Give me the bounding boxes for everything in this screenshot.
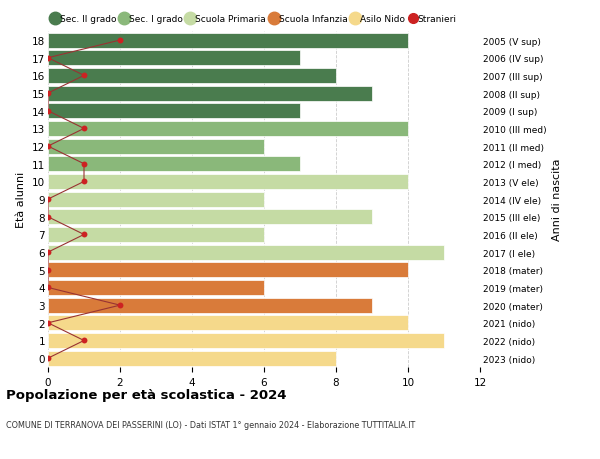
Y-axis label: Età alunni: Età alunni: [16, 172, 26, 228]
Y-axis label: Anni di nascita: Anni di nascita: [552, 158, 562, 241]
Bar: [48, 280, 264, 295]
Bar: [48, 157, 300, 172]
Bar: [48, 192, 264, 207]
Bar: [48, 122, 408, 137]
Point: [79, 231, 89, 239]
Bar: [48, 139, 264, 154]
Point: [43, 355, 53, 362]
Bar: [48, 316, 408, 330]
Point: [43, 249, 53, 256]
Point: [79, 125, 89, 133]
Bar: [48, 51, 300, 66]
Point: [115, 37, 125, 45]
Point: [43, 196, 53, 203]
Text: Popolazione per età scolastica - 2024: Popolazione per età scolastica - 2024: [6, 388, 287, 401]
Bar: [48, 228, 264, 242]
Point: [79, 179, 89, 186]
Bar: [48, 333, 444, 348]
Point: [43, 90, 53, 97]
Point: [43, 267, 53, 274]
Point: [43, 284, 53, 291]
Bar: [48, 210, 372, 225]
Bar: [48, 104, 300, 119]
Point: [43, 319, 53, 327]
Bar: [48, 174, 408, 190]
Point: [79, 337, 89, 344]
Point: [43, 55, 53, 62]
Point: [43, 213, 53, 221]
Point: [79, 73, 89, 80]
Text: COMUNE DI TERRANOVA DEI PASSERINI (LO) - Dati ISTAT 1° gennaio 2024 - Elaborazio: COMUNE DI TERRANOVA DEI PASSERINI (LO) -…: [6, 420, 415, 429]
Bar: [48, 245, 444, 260]
Bar: [48, 298, 372, 313]
Legend: Sec. II grado, Sec. I grado, Scuola Primaria, Scuola Infanzia, Asilo Nido, Stran: Sec. II grado, Sec. I grado, Scuola Prim…: [53, 15, 457, 24]
Point: [43, 143, 53, 151]
Point: [43, 108, 53, 115]
Point: [115, 302, 125, 309]
Bar: [48, 69, 336, 84]
Bar: [48, 263, 408, 278]
Bar: [48, 34, 408, 49]
Point: [79, 161, 89, 168]
Bar: [48, 86, 372, 101]
Bar: [48, 351, 336, 366]
